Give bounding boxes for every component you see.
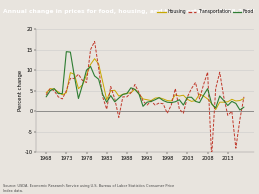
- Legend: Housing, Transportation, Food: Housing, Transportation, Food: [157, 9, 254, 14]
- Text: Source: USDA, Economic Research Service using U.S. Bureau of Labor Statistics Co: Source: USDA, Economic Research Service …: [3, 184, 174, 193]
- Text: Annual change in prices for food, housing, and transportation, 1968-2017: Annual change in prices for food, housin…: [3, 9, 254, 14]
- Y-axis label: Percent change: Percent change: [18, 70, 23, 111]
